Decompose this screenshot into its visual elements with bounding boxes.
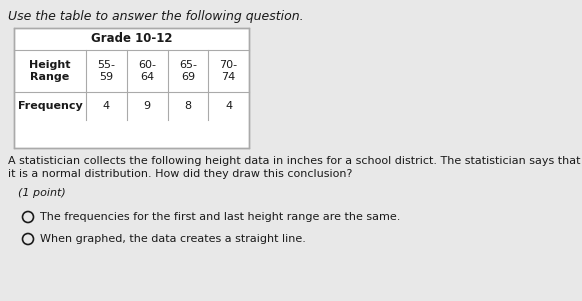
Bar bbox=[14, 28, 249, 148]
Text: 55-
59: 55- 59 bbox=[97, 60, 115, 82]
Text: 4: 4 bbox=[103, 101, 110, 111]
Text: (1 point): (1 point) bbox=[18, 188, 66, 198]
Text: 65-
69: 65- 69 bbox=[179, 60, 197, 82]
Text: 70-
74: 70- 74 bbox=[219, 60, 237, 82]
Text: A statistician collects the following height data in inches for a school distric: A statistician collects the following he… bbox=[8, 156, 580, 166]
Text: Grade 10-12: Grade 10-12 bbox=[91, 33, 172, 45]
Text: Use the table to answer the following question.: Use the table to answer the following qu… bbox=[8, 10, 304, 23]
Text: 9: 9 bbox=[144, 101, 151, 111]
Text: Frequency: Frequency bbox=[17, 101, 83, 111]
Text: When graphed, the data creates a straight line.: When graphed, the data creates a straigh… bbox=[40, 234, 306, 244]
Text: it is a normal distribution. How did they draw this conclusion?: it is a normal distribution. How did the… bbox=[8, 169, 352, 179]
Text: 4: 4 bbox=[225, 101, 232, 111]
Text: 8: 8 bbox=[184, 101, 191, 111]
Text: Height
Range: Height Range bbox=[29, 60, 71, 82]
Text: 60-
64: 60- 64 bbox=[138, 60, 156, 82]
Text: The frequencies for the first and last height range are the same.: The frequencies for the first and last h… bbox=[40, 212, 400, 222]
